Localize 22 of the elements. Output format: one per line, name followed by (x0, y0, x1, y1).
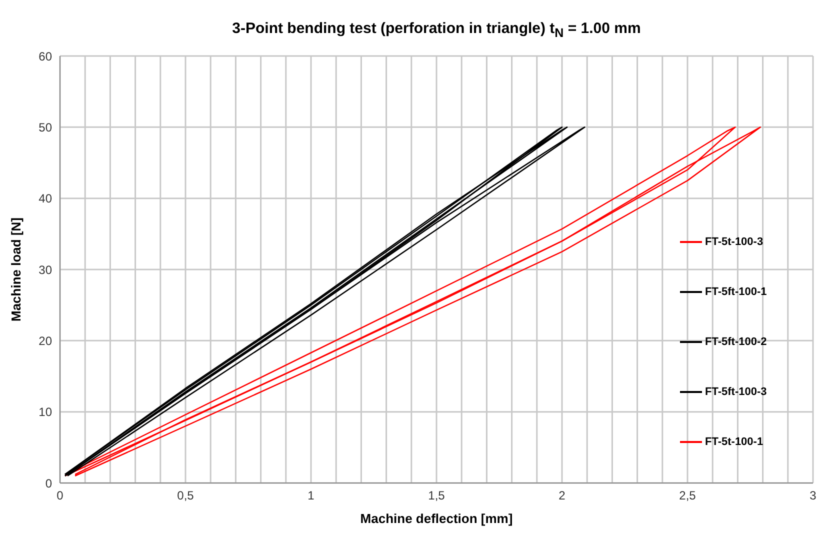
y-tick-label: 40 (38, 192, 52, 206)
x-tick-label: 1,5 (428, 488, 446, 503)
y-tick-label: 20 (38, 334, 52, 348)
x-tick-label: 2,5 (679, 488, 696, 503)
x-tick-label: 1 (308, 488, 315, 503)
x-tick-label: 0,5 (177, 488, 194, 503)
x-tick-label: 3 (810, 488, 817, 503)
legend-label: FT-5t-100-1 (705, 436, 764, 448)
legend-label: FT-5t-100-3 (705, 236, 764, 248)
x-tick-label: 2 (558, 488, 566, 503)
y-tick-label: 10 (38, 405, 52, 420)
y-tick-label: 60 (38, 49, 52, 64)
y-tick-label: 0 (45, 476, 52, 490)
legend-label: FT-5ft-100-2 (705, 336, 767, 348)
legend-label: FT-5ft-100-1 (705, 286, 767, 298)
y-tick-label: 30 (38, 262, 52, 277)
x-axis-title: Machine deflection [mm] (360, 511, 513, 526)
y-tick-label: 50 (38, 120, 52, 134)
legend-label: FT-5ft-100-3 (705, 386, 767, 398)
x-tick-label: 0 (56, 488, 64, 503)
y-axis-title: Machine load [N] (8, 217, 24, 322)
chart-title: 3-Point bending test (perforation in triangle) t$_{N}$ = 1.00 mm (231, 20, 642, 40)
